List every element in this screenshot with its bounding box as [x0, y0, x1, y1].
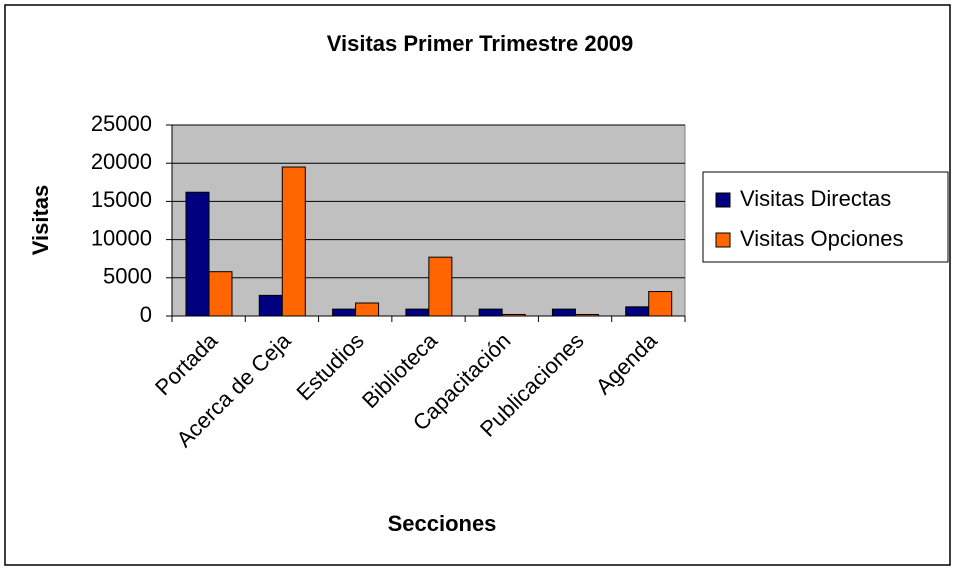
x-axis-label: Secciones	[388, 511, 497, 536]
legend-swatch	[715, 192, 731, 208]
bar	[648, 291, 673, 317]
y-tick-label: 10000	[91, 225, 152, 250]
y-tick-label: 0	[140, 302, 152, 327]
bar	[428, 256, 453, 317]
y-tick-label: 25000	[91, 111, 152, 136]
y-tick-label: 15000	[91, 187, 152, 212]
bar	[551, 308, 576, 317]
bar	[478, 308, 503, 317]
bar	[625, 306, 650, 317]
legend-label: Visitas Directas	[740, 186, 891, 211]
legend-swatch	[715, 232, 731, 248]
bar	[258, 294, 283, 317]
bar	[281, 166, 306, 317]
bar	[574, 313, 599, 317]
y-tick-label: 20000	[91, 149, 152, 174]
y-tick-label: 5000	[103, 264, 152, 289]
bar	[501, 313, 526, 317]
legend-label: Visitas Opciones	[740, 226, 903, 251]
legend	[702, 171, 949, 263]
chart-title: Visitas Primer Trimestre 2009	[327, 31, 634, 56]
bar	[355, 302, 380, 317]
y-axis-label: Visitas	[28, 185, 53, 256]
bar	[405, 308, 430, 317]
bar	[185, 191, 210, 317]
bar	[332, 308, 357, 317]
bar	[208, 271, 233, 317]
